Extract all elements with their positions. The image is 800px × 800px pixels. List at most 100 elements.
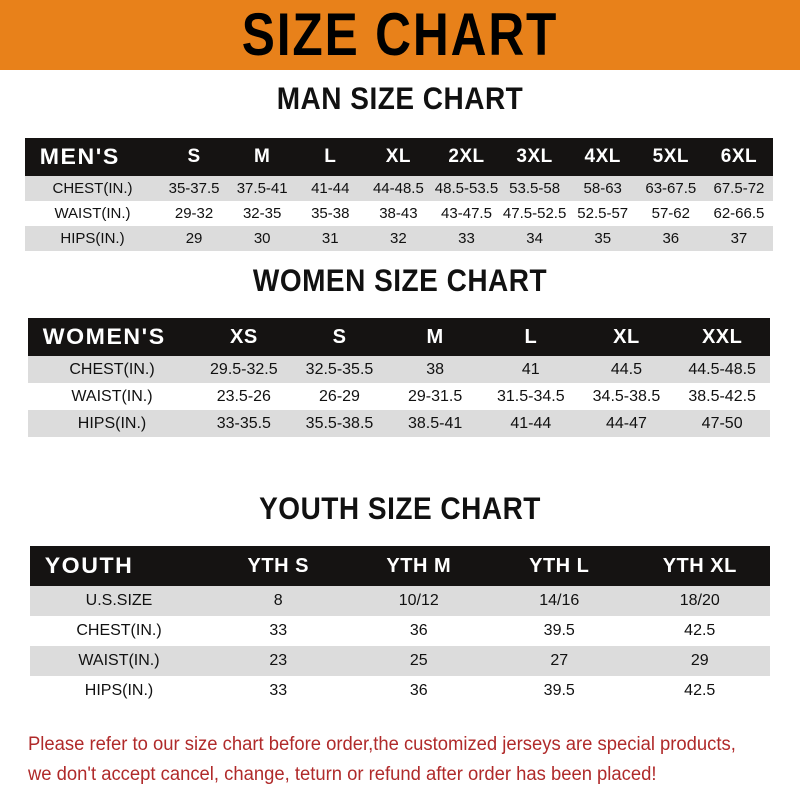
youth-size-col-1: YTH M [386, 554, 452, 577]
women-size-col-4: XL [613, 325, 640, 348]
table-row: HIPS(IN.) 33-35.5 35.5-38.5 38.5-41 41-4… [28, 410, 770, 437]
men-size-col-8: 6XL [720, 146, 758, 167]
women-header-row: WOMEN'S XS S M L XL XXL [28, 318, 770, 356]
men-hips-2: 31 [321, 230, 339, 247]
youth-table: YOUTH YTH S YTH M YTH L YTH XL U.S.SIZE … [30, 546, 770, 706]
table-row: HIPS(IN.) 33 36 39.5 42.5 [30, 676, 770, 706]
youth-ussize-3: 18/20 [679, 592, 720, 609]
men-size-col-4: 2XL [448, 146, 485, 167]
youth-chest-0: 33 [269, 622, 288, 639]
women-waist-3: 31.5-34.5 [496, 387, 565, 405]
women-hips-3: 41-44 [510, 414, 552, 432]
men-hips-5: 34 [526, 230, 543, 247]
men-size-col-6: 4XL [584, 146, 621, 167]
youth-size-col-3: YTH XL [662, 554, 737, 577]
youth-row-label-waist: WAIST(IN.) [78, 652, 160, 669]
youth-waist-3: 29 [690, 652, 709, 669]
men-row-label-chest: CHEST(IN.) [52, 180, 133, 197]
page-title: SIZE CHART [241, 1, 559, 69]
men-size-col-2: L [324, 146, 337, 167]
men-waist-2: 35-38 [311, 205, 350, 222]
women-waist-0: 23.5-26 [216, 387, 271, 405]
women-chest-1: 32.5-35.5 [305, 360, 374, 378]
youth-row-label-ussize: U.S.SIZE [85, 592, 153, 609]
youth-waist-0: 23 [269, 652, 288, 669]
men-size-col-3: XL [385, 146, 412, 167]
women-chest-3: 41 [521, 360, 540, 378]
youth-size-col-0: YTH S [247, 554, 309, 577]
women-row-label-waist: WAIST(IN.) [71, 387, 153, 405]
page-banner: SIZE CHART [0, 0, 800, 70]
women-size-col-0: XS [229, 325, 258, 348]
men-hips-7: 36 [662, 230, 680, 247]
women-hips-1: 35.5-38.5 [305, 414, 374, 432]
disclaimer-line-2: we don't accept cancel, change, teturn o… [28, 764, 657, 785]
women-chest-2: 38 [426, 360, 445, 378]
youth-waist-1: 25 [409, 652, 428, 669]
women-chest-0: 29.5-32.5 [210, 360, 278, 378]
youth-ussize-2: 14/16 [539, 592, 580, 609]
youth-hips-2: 39.5 [543, 682, 575, 699]
men-size-col-0: S [187, 146, 201, 167]
men-header-row: MEN'S S M L XL 2XL 3XL 4XL 5XL 6XL [25, 138, 773, 176]
men-chest-1: 37.5-41 [236, 180, 288, 197]
youth-hips-0: 33 [269, 682, 288, 699]
table-row: WAIST(IN.) 23.5-26 26-29 29-31.5 31.5-34… [28, 383, 770, 410]
women-waist-4: 34.5-38.5 [592, 387, 661, 405]
table-row: WAIST(IN.) 23 25 27 29 [30, 646, 770, 676]
women-hips-0: 33-35.5 [216, 414, 271, 432]
women-chest-4: 44.5 [610, 360, 643, 378]
men-header-label: MEN'S [39, 144, 120, 169]
section-title-man: MAN SIZE CHART [276, 81, 524, 116]
table-row: CHEST(IN.) 33 36 39.5 42.5 [30, 616, 770, 646]
men-chest-0: 35-37.5 [168, 180, 220, 197]
men-chest-6: 58-63 [583, 180, 622, 197]
men-row-label-waist: WAIST(IN.) [54, 205, 131, 222]
section-title-youth: YOUTH SIZE CHART [259, 491, 541, 526]
youth-header-row: YOUTH YTH S YTH M YTH L YTH XL [30, 546, 770, 586]
men-hips-0: 29 [185, 230, 203, 247]
women-row-label-chest: CHEST(IN.) [69, 360, 155, 378]
men-waist-8: 62-66.5 [713, 205, 765, 222]
youth-chest-1: 36 [409, 622, 428, 639]
women-table: WOMEN'S XS S M L XL XXL CHEST(IN.) 29.5-… [28, 318, 770, 437]
table-row: CHEST(IN.) 29.5-32.5 32.5-35.5 38 41 44.… [28, 356, 770, 383]
men-waist-7: 57-62 [651, 205, 690, 222]
men-chest-4: 48.5-53.5 [434, 180, 499, 197]
women-waist-5: 38.5-42.5 [688, 387, 756, 405]
women-size-col-2: M [426, 325, 444, 348]
youth-chest-2: 39.5 [543, 622, 575, 639]
women-hips-2: 38.5-41 [408, 414, 463, 432]
men-row-label-hips: HIPS(IN.) [60, 230, 125, 247]
women-size-col-5: XXL [701, 325, 743, 348]
youth-ussize-1: 10/12 [398, 592, 439, 609]
youth-header-label: YOUTH [44, 553, 134, 578]
youth-size-table: YOUTH YTH S YTH M YTH L YTH XL U.S.SIZE … [30, 546, 770, 706]
men-hips-4: 33 [458, 230, 475, 247]
youth-waist-2: 27 [550, 652, 569, 669]
women-size-col-1: S [332, 325, 347, 348]
men-size-col-1: M [254, 146, 271, 167]
youth-hips-3: 42.5 [684, 682, 716, 699]
men-table: MEN'S S M L XL 2XL 3XL 4XL 5XL 6XL CHEST… [25, 138, 773, 251]
youth-row-label-chest: CHEST(IN.) [76, 622, 162, 639]
men-size-table: MEN'S S M L XL 2XL 3XL 4XL 5XL 6XL CHEST… [25, 138, 773, 251]
disclaimer-text: Please refer to our size chart before or… [28, 730, 754, 790]
men-hips-8: 37 [730, 230, 748, 247]
table-row: U.S.SIZE 8 10/12 14/16 18/20 [30, 586, 770, 616]
women-chest-5: 44.5-48.5 [688, 360, 756, 378]
men-waist-3: 38-43 [379, 205, 418, 222]
men-size-col-5: 3XL [516, 146, 553, 167]
men-waist-5: 47.5-52.5 [502, 205, 567, 222]
table-row: CHEST(IN.) 35-37.5 37.5-41 41-44 44-48.5… [25, 176, 773, 201]
men-chest-3: 44-48.5 [372, 180, 424, 197]
men-chest-7: 63-67.5 [645, 180, 697, 197]
men-waist-0: 29-32 [174, 205, 214, 222]
men-hips-6: 35 [594, 230, 612, 247]
women-row-label-hips: HIPS(IN.) [77, 414, 147, 432]
men-waist-4: 43-47.5 [441, 205, 492, 222]
youth-ussize-0: 8 [273, 592, 283, 609]
table-row: WAIST(IN.) 29-32 32-35 35-38 38-43 43-47… [25, 201, 773, 226]
women-hips-5: 47-50 [701, 414, 743, 432]
